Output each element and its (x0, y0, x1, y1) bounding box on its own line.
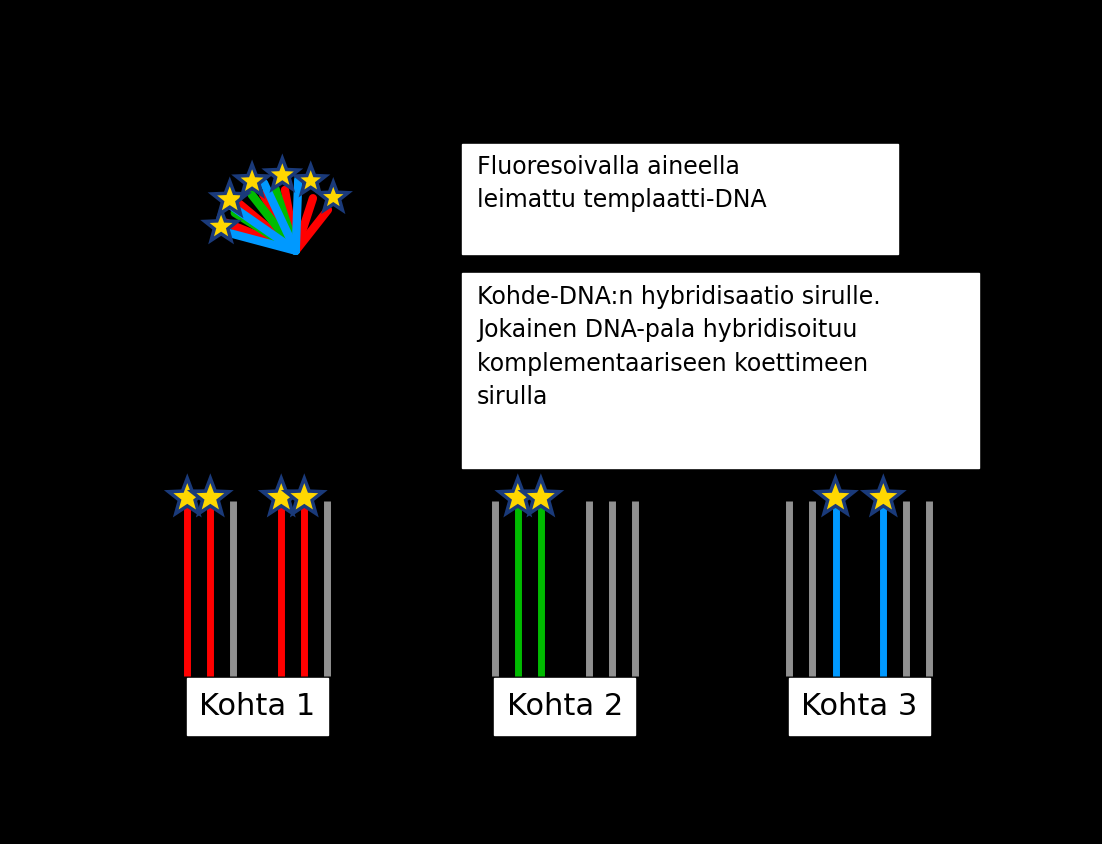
Text: Kohde-DNA:n hybridisaatio sirulle.
Jokainen DNA-pala hybridisoituu
komplementaar: Kohde-DNA:n hybridisaatio sirulle. Jokai… (477, 284, 880, 409)
Polygon shape (169, 479, 206, 513)
FancyBboxPatch shape (789, 678, 930, 735)
Polygon shape (522, 479, 560, 513)
Text: Kohta 2: Kohta 2 (507, 692, 623, 721)
FancyBboxPatch shape (463, 143, 898, 254)
Text: Kohta 3: Kohta 3 (801, 692, 918, 721)
FancyBboxPatch shape (187, 678, 327, 735)
Polygon shape (817, 479, 854, 513)
Polygon shape (236, 165, 268, 195)
Polygon shape (267, 159, 299, 189)
Polygon shape (213, 181, 247, 214)
Text: Fluoresoivalla aineella
leimattu templaatti-DNA: Fluoresoivalla aineella leimattu templaa… (477, 154, 766, 212)
Polygon shape (295, 165, 325, 193)
Polygon shape (285, 479, 323, 513)
Polygon shape (318, 182, 348, 210)
FancyBboxPatch shape (495, 678, 635, 735)
Polygon shape (262, 479, 300, 513)
FancyBboxPatch shape (463, 273, 979, 468)
Polygon shape (192, 479, 229, 513)
Polygon shape (499, 479, 537, 513)
Polygon shape (865, 479, 903, 513)
Polygon shape (205, 210, 237, 241)
Text: Kohta 1: Kohta 1 (199, 692, 315, 721)
